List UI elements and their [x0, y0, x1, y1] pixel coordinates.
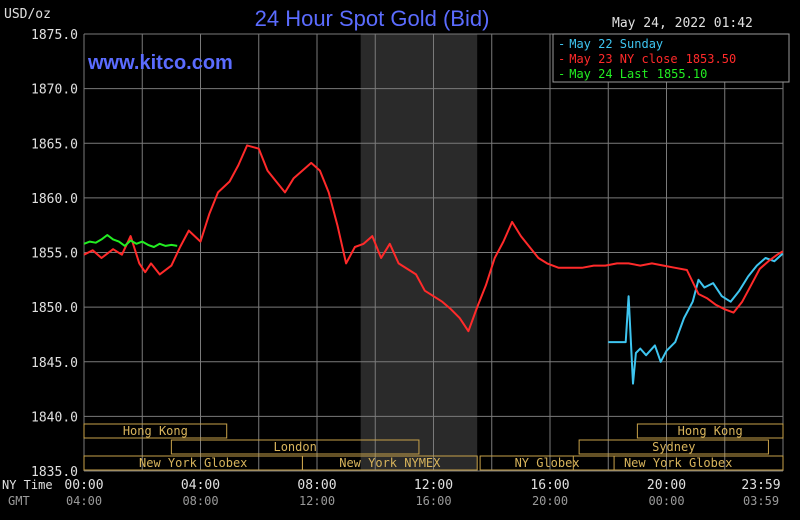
x-tick-label-gmt: 16:00	[415, 494, 451, 508]
x-tick-label-ny: 20:00	[647, 478, 686, 493]
legend-entry-ny-close-value: 1853.50	[686, 52, 737, 66]
y-tick-label: 1870.0	[31, 83, 78, 98]
x-tick-label-gmt: 08:00	[182, 494, 218, 508]
x-tick-label-ny: 04:00	[181, 478, 220, 493]
legend-entry-ny-close-label: May 23 NY close	[569, 52, 677, 66]
timestamp: May 24, 2022 01:42	[612, 16, 753, 31]
legend-entry-sunday-dash: -	[558, 37, 565, 51]
legend-entry-last: - May 24 Last 1855.10	[558, 67, 707, 81]
x-tick-label-gmt: 00:00	[648, 494, 684, 508]
session-band-box	[170, 439, 420, 455]
legend-entry-sunday: - May 22 Sunday	[558, 37, 663, 51]
series-line-1	[83, 144, 784, 333]
legend-entry-sunday-label: May 22 Sunday	[569, 37, 663, 51]
session-band-label: Sydney	[652, 440, 695, 454]
legend-entry-last-value: 1855.10	[657, 67, 708, 81]
legend-entry-last-label: May 24 Last	[569, 67, 648, 81]
chart-title: 24 Hour Spot Gold (Bid)	[255, 6, 490, 31]
x-tick-label-gmt: 03:59	[743, 494, 779, 508]
legend-entry-last-dash: -	[558, 67, 565, 81]
y-tick-label: 1845.0	[31, 356, 78, 371]
session-bands: Hong Kong Hong Kong London Sydney New York G…	[83, 423, 784, 471]
y-tick-label: 1860.0	[31, 192, 78, 207]
session-band-label: Hong Kong	[123, 424, 188, 438]
session-band-box	[479, 455, 615, 471]
session-band-box	[572, 455, 784, 471]
x-tick-label-ny: 08:00	[297, 478, 336, 493]
legend-entry-ny-close-dash: -	[558, 52, 565, 66]
y-tick-label: 1855.0	[31, 247, 78, 262]
legend-entry-ny-close: - May 23 NY close 1853.50	[558, 52, 736, 66]
y-tick-label: 1835.0	[31, 465, 78, 480]
y-tick-label: 1865.0	[31, 137, 78, 152]
session-band-label: NY Globex	[515, 456, 580, 470]
legend-box	[552, 33, 790, 83]
session-band-box	[83, 423, 228, 439]
session-band-label: Hong Kong	[678, 424, 743, 438]
x-tick-label-ny: 23:59	[741, 478, 780, 493]
y-tick-label: 1875.0	[31, 28, 78, 43]
series-line-0	[608, 252, 784, 385]
grid-layer	[83, 33, 784, 472]
x-tick-label-ny: 12:00	[414, 478, 453, 493]
x-tick-label-gmt: 12:00	[299, 494, 335, 508]
legend: - May 22 Sunday - May 23 NY close 1853.50 -…	[552, 33, 790, 83]
session-band-label: New York NYMEX	[339, 456, 441, 470]
x-tick-label-gmt: 04:00	[66, 494, 102, 508]
series-layer	[83, 144, 784, 385]
brand-watermark: www.kitco.com	[87, 52, 233, 74]
x-tick-labels: 00:00 04:00 08:00 12:00 16:00 20:00 23:5904:00…	[64, 478, 780, 508]
x-tick-label-gmt: 20:00	[532, 494, 568, 508]
x-tick-label-ny: 16:00	[530, 478, 569, 493]
session-band-label: London	[273, 440, 316, 454]
session-band-box	[301, 455, 478, 471]
y-tick-label: 1840.0	[31, 410, 78, 425]
y-axis-unit-label: USD/oz	[4, 7, 51, 22]
session-band-box	[636, 423, 784, 439]
session-band-box	[578, 439, 769, 455]
session-band-label: New York Globex	[624, 456, 732, 470]
gmt-row-label: GMT	[8, 494, 30, 508]
x-tick-label-ny: 00:00	[64, 478, 103, 493]
y-tick-label: 1850.0	[31, 301, 78, 316]
series-line-2	[83, 234, 178, 248]
ny-time-row-label: NY Time	[2, 478, 53, 492]
session-band-label: New York Globex	[139, 456, 247, 470]
y-tick-labels: 1875.0 1870.0 1865.0 1860.0 1855.0 1850.0 1845…	[31, 28, 78, 480]
